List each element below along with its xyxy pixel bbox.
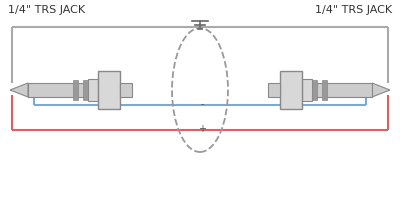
Bar: [322, 80, 327, 100]
Bar: [83, 80, 88, 100]
Bar: [28, 83, 88, 97]
Text: 1/4" TRS JACK: 1/4" TRS JACK: [8, 5, 85, 15]
Bar: [312, 83, 372, 97]
Bar: [120, 83, 132, 97]
Bar: [302, 79, 312, 101]
Text: -: -: [200, 99, 204, 109]
Bar: [88, 79, 98, 101]
Text: 1/4" TRS JACK: 1/4" TRS JACK: [315, 5, 392, 15]
Bar: [73, 80, 78, 100]
Bar: [312, 80, 317, 100]
Bar: [268, 83, 280, 97]
Text: +: +: [198, 124, 206, 134]
Bar: [98, 71, 120, 109]
Bar: [280, 71, 302, 109]
Polygon shape: [372, 83, 390, 97]
Polygon shape: [10, 83, 28, 97]
